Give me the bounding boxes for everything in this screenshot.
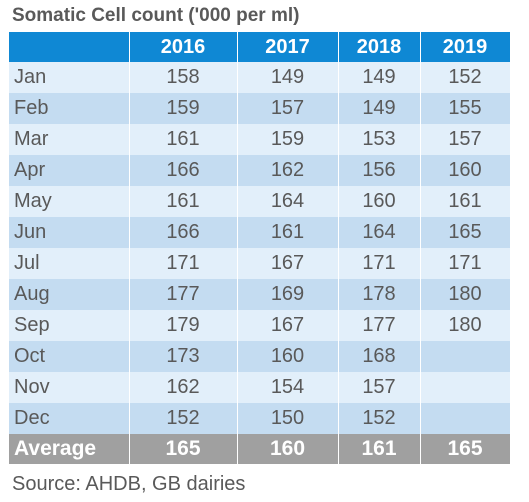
value-cell: 160 <box>420 155 511 186</box>
value-cell: 164 <box>237 186 339 217</box>
value-cell: 160 <box>338 186 421 217</box>
column-header-2016: 2016 <box>129 32 238 62</box>
month-label: Aug <box>9 279 130 310</box>
table-row: Nov 162 154 157 <box>9 372 511 403</box>
value-cell: 152 <box>129 403 238 434</box>
month-label: Apr <box>9 155 130 186</box>
value-cell <box>420 341 511 372</box>
table-row: May 161 164 160 161 <box>9 186 511 217</box>
month-label: Jul <box>9 248 130 279</box>
value-cell: 171 <box>420 248 511 279</box>
value-cell <box>420 403 511 434</box>
average-cell: 165 <box>420 434 511 464</box>
table-row: Feb 159 157 149 155 <box>9 93 511 124</box>
value-cell: 149 <box>338 62 421 93</box>
value-cell: 162 <box>129 372 238 403</box>
value-cell: 162 <box>237 155 339 186</box>
table-row: Oct 173 160 168 <box>9 341 511 372</box>
value-cell: 159 <box>237 124 339 155</box>
value-cell: 161 <box>420 186 511 217</box>
month-label: Nov <box>9 372 130 403</box>
value-cell: 180 <box>420 279 511 310</box>
month-label: Mar <box>9 124 130 155</box>
value-cell: 165 <box>420 217 511 248</box>
value-cell: 161 <box>237 217 339 248</box>
value-cell: 149 <box>237 62 339 93</box>
month-label: Dec <box>9 403 130 434</box>
value-cell: 178 <box>338 279 421 310</box>
value-cell: 156 <box>338 155 421 186</box>
value-cell: 152 <box>338 403 421 434</box>
value-cell: 157 <box>237 93 339 124</box>
value-cell: 161 <box>129 186 238 217</box>
month-label: Sep <box>9 310 130 341</box>
average-cell: 165 <box>129 434 238 464</box>
value-cell: 168 <box>338 341 421 372</box>
value-cell: 173 <box>129 341 238 372</box>
column-header-2017: 2017 <box>237 32 339 62</box>
column-header-2019: 2019 <box>420 32 511 62</box>
value-cell: 167 <box>237 248 339 279</box>
value-cell: 159 <box>129 93 238 124</box>
month-label: Jan <box>9 62 130 93</box>
average-label: Average <box>9 434 130 464</box>
month-label: Jun <box>9 217 130 248</box>
value-cell: 171 <box>129 248 238 279</box>
value-cell: 155 <box>420 93 511 124</box>
source-note: Source: AHDB, GB dairies <box>12 473 246 495</box>
table-row: Mar 161 159 153 157 <box>9 124 511 155</box>
value-cell: 161 <box>129 124 238 155</box>
value-cell: 157 <box>338 372 421 403</box>
month-label: Feb <box>9 93 130 124</box>
somatic-cell-count-table: 2016 2017 2018 2019 Jan 158 149 149 152 Feb 15… <box>9 32 511 464</box>
value-cell: 177 <box>338 310 421 341</box>
table-title: Somatic Cell count ('000 per ml) <box>12 5 300 26</box>
value-cell: 180 <box>420 310 511 341</box>
value-cell: 166 <box>129 217 238 248</box>
value-cell: 160 <box>237 341 339 372</box>
table-row: Jul 171 167 171 171 <box>9 248 511 279</box>
average-cell: 161 <box>338 434 421 464</box>
value-cell: 164 <box>338 217 421 248</box>
value-cell: 154 <box>237 372 339 403</box>
table-row: Jun 166 161 164 165 <box>9 217 511 248</box>
value-cell: 153 <box>338 124 421 155</box>
table-row: Dec 152 150 152 <box>9 403 511 434</box>
value-cell: 179 <box>129 310 238 341</box>
value-cell <box>420 372 511 403</box>
value-cell: 177 <box>129 279 238 310</box>
month-label: Oct <box>9 341 130 372</box>
average-cell: 160 <box>237 434 339 464</box>
header-row: 2016 2017 2018 2019 <box>9 32 511 62</box>
value-cell: 149 <box>338 93 421 124</box>
table-row: Jan 158 149 149 152 <box>9 62 511 93</box>
column-header-2018: 2018 <box>338 32 421 62</box>
value-cell: 167 <box>237 310 339 341</box>
value-cell: 158 <box>129 62 238 93</box>
table-row: Apr 166 162 156 160 <box>9 155 511 186</box>
month-label: May <box>9 186 130 217</box>
value-cell: 166 <box>129 155 238 186</box>
value-cell: 157 <box>420 124 511 155</box>
average-row: Average 165 160 161 165 <box>9 434 511 464</box>
value-cell: 150 <box>237 403 339 434</box>
value-cell: 152 <box>420 62 511 93</box>
table-row: Aug 177 169 178 180 <box>9 279 511 310</box>
header-corner-cell <box>9 32 130 62</box>
value-cell: 171 <box>338 248 421 279</box>
value-cell: 169 <box>237 279 339 310</box>
table-row: Sep 179 167 177 180 <box>9 310 511 341</box>
